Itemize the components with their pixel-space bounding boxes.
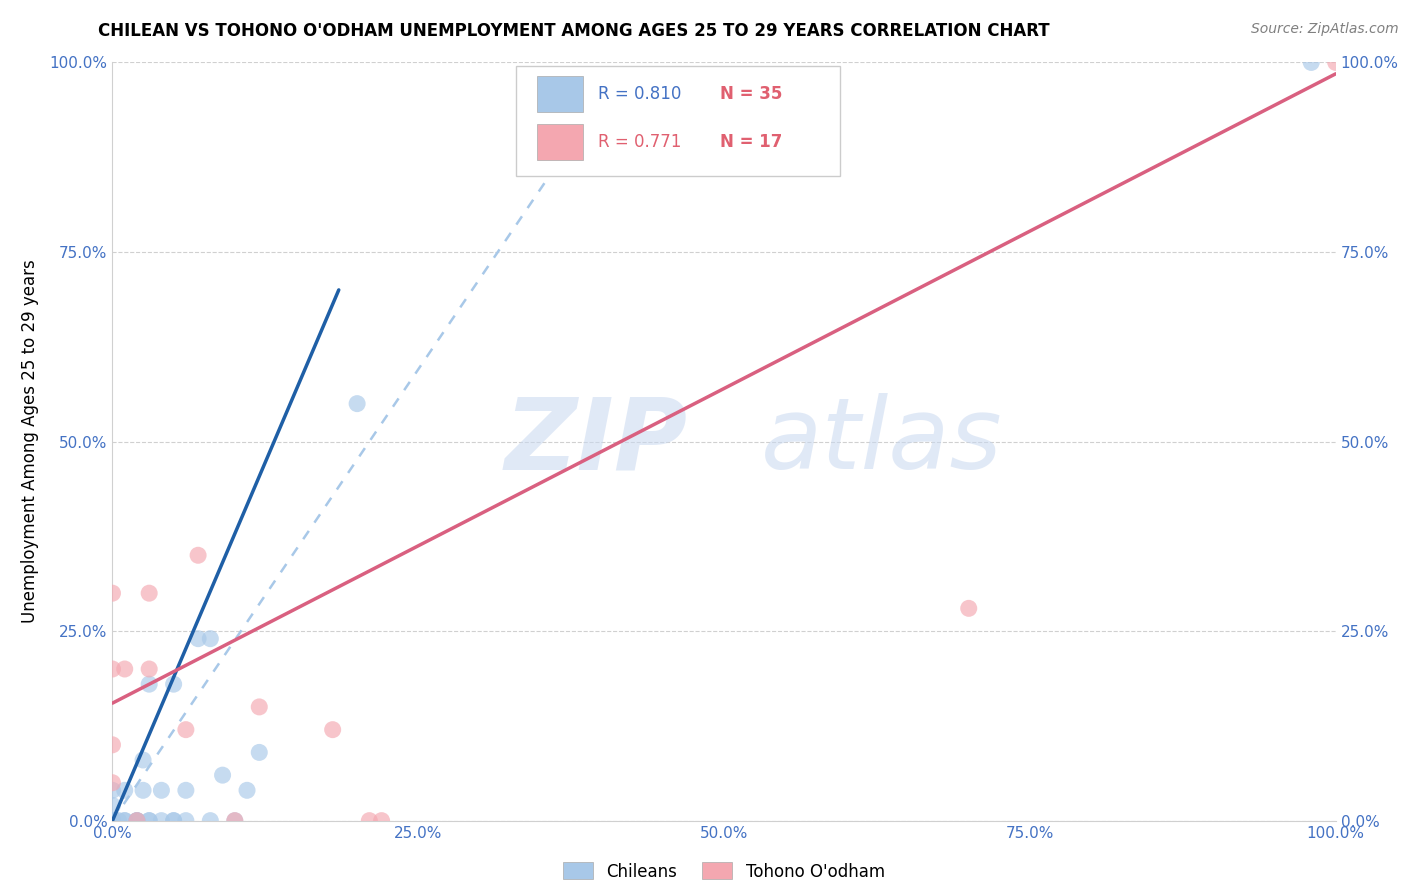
FancyBboxPatch shape (516, 66, 841, 177)
Point (174, 723, 197, 737)
Point (114, 814, 136, 828)
Point (101, 586, 124, 600)
Text: Source: ZipAtlas.com: Source: ZipAtlas.com (1251, 22, 1399, 37)
Text: R = 0.810: R = 0.810 (598, 85, 682, 103)
Point (1324, 55, 1347, 70)
Point (101, 814, 124, 828)
Point (101, 814, 124, 828)
Point (114, 814, 136, 828)
Point (1301, 55, 1323, 70)
Point (236, 783, 259, 797)
Point (107, 814, 129, 828)
FancyBboxPatch shape (537, 76, 583, 112)
Point (101, 798, 124, 813)
Point (163, 814, 186, 828)
Point (114, 662, 136, 676)
Point (187, 548, 209, 563)
Point (163, 814, 186, 828)
Point (101, 738, 124, 752)
Point (359, 814, 381, 828)
Legend: Chileans, Tohono O'odham: Chileans, Tohono O'odham (564, 863, 884, 880)
Point (125, 814, 148, 828)
Point (174, 783, 197, 797)
Point (101, 783, 124, 797)
FancyBboxPatch shape (537, 124, 583, 161)
Text: R = 0.771: R = 0.771 (598, 133, 682, 152)
Point (150, 783, 173, 797)
Point (101, 776, 124, 790)
Point (322, 723, 344, 737)
Point (138, 586, 160, 600)
Point (163, 677, 186, 691)
Point (101, 814, 124, 828)
Text: CHILEAN VS TOHONO O'ODHAM UNEMPLOYMENT AMONG AGES 25 TO 29 YEARS CORRELATION CHA: CHILEAN VS TOHONO O'ODHAM UNEMPLOYMENT A… (98, 22, 1050, 40)
Point (138, 814, 160, 828)
Point (370, 814, 392, 828)
Text: N = 35: N = 35 (720, 85, 783, 103)
Point (138, 677, 160, 691)
Point (211, 768, 233, 782)
Point (174, 814, 197, 828)
Point (200, 632, 222, 646)
Point (101, 662, 124, 676)
Y-axis label: Unemployment Among Ages 25 to 29 years: Unemployment Among Ages 25 to 29 years (21, 260, 38, 624)
Text: atlas: atlas (761, 393, 1002, 490)
Point (101, 814, 124, 828)
Point (101, 814, 124, 828)
Point (224, 814, 246, 828)
Point (125, 814, 148, 828)
Point (125, 814, 148, 828)
Point (125, 814, 148, 828)
Point (138, 662, 160, 676)
Point (132, 783, 155, 797)
Point (247, 746, 270, 760)
Text: ZIP: ZIP (505, 393, 688, 490)
Point (150, 814, 173, 828)
Point (138, 814, 160, 828)
Point (247, 699, 270, 714)
Point (114, 783, 136, 797)
Text: N = 17: N = 17 (720, 133, 783, 152)
Point (957, 601, 980, 615)
Point (224, 814, 246, 828)
Point (132, 753, 155, 767)
Point (187, 632, 209, 646)
Point (200, 814, 222, 828)
Point (346, 396, 368, 410)
